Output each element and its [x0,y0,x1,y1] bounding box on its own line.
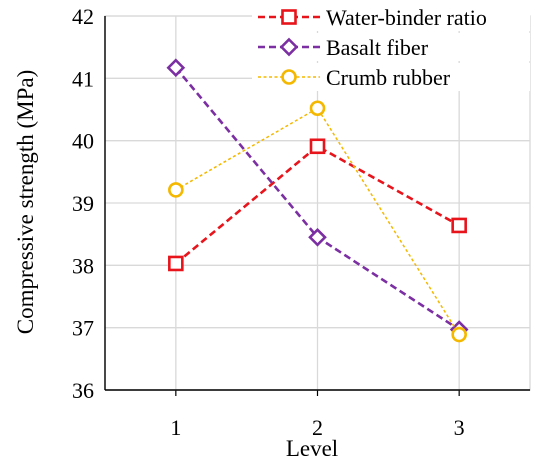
series-0 [168,138,467,272]
y-tick-label: 40 [72,129,94,154]
y-tick-label: 39 [72,191,94,216]
y-tick-label: 36 [72,378,94,403]
data-point [309,138,326,155]
x-tick-label: 3 [454,415,465,440]
legend-entry-background [252,3,530,31]
y-tick-labels: 36 37 38 39 40 41 42 [72,4,94,403]
x-axis-label: Level [286,436,338,461]
y-tick-label: 37 [72,316,94,341]
series-line [175,144,460,265]
legend-entry: Water-binder ratio [252,3,530,31]
legend-marker [279,37,299,57]
x-tick-label: 1 [170,415,181,440]
legend-marker [281,69,297,85]
series-2 [168,100,467,343]
legend-marker [281,9,297,25]
y-tick-label: 38 [72,253,94,278]
series-1 [166,58,469,339]
legend-label: Crumb rubber [326,65,451,90]
y-tick-label: 42 [72,4,94,29]
legend-entry: Basalt fiber [252,33,530,61]
data-point [168,255,184,272]
data-point [309,100,326,117]
legend: Water-binder ratio Basalt fiber Crumb rubb… [252,3,530,91]
series-group [166,58,469,343]
data-point [308,227,327,247]
legend-label: Basalt fiber [326,35,429,60]
data-point [451,217,467,234]
y-axis-label: Compressive strength (MPa) [13,70,38,334]
data-point [168,182,184,198]
x-tick-labels: 1 2 3 [170,415,464,440]
series-line [175,107,460,335]
legend-entry: Crumb rubber [252,63,530,91]
y-tick-label: 41 [72,66,94,91]
legend-label: Water-binder ratio [326,5,487,30]
data-point [451,326,467,343]
data-point [166,58,186,78]
x-tick-label: 2 [312,415,323,440]
